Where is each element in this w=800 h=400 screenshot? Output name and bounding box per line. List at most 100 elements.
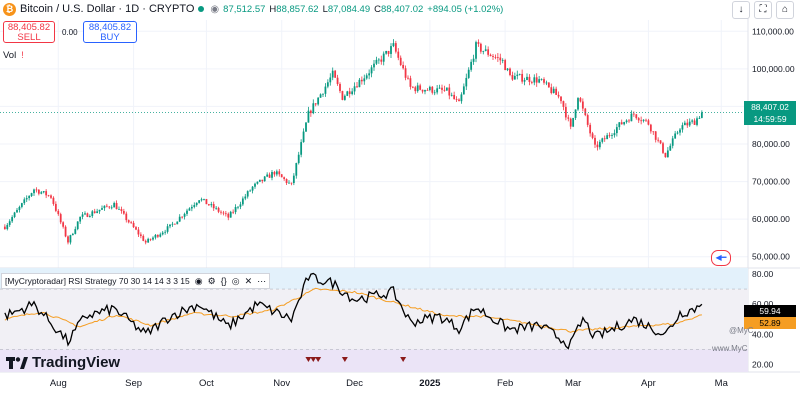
candle-body <box>278 171 281 175</box>
candle-body <box>256 181 259 184</box>
candle-body <box>632 113 635 115</box>
bitcoin-icon: ₿ <box>3 2 16 16</box>
candle-body <box>368 73 371 76</box>
candle-body <box>666 150 669 158</box>
candle-body <box>210 204 213 206</box>
more-icon[interactable]: ⋯ <box>257 275 267 286</box>
candle-body <box>57 210 60 215</box>
high-value: 88,857.62 <box>276 3 319 15</box>
candle-body <box>513 75 516 80</box>
y-tick-label: 60,000.00 <box>752 214 790 224</box>
candle-body <box>64 226 67 237</box>
candle-body <box>613 133 616 136</box>
candle-body <box>203 198 205 200</box>
candle-body <box>266 174 269 177</box>
change-value: +894.05 (+1.02%) <box>427 3 504 15</box>
candle-body <box>237 206 239 208</box>
alert-icon[interactable]: ◀━ <box>711 250 731 266</box>
tradingview-icon <box>6 356 28 369</box>
candle-body <box>433 92 436 94</box>
candle-body <box>309 110 312 114</box>
candle-body <box>504 60 507 71</box>
warning-icon[interactable]: ! <box>21 50 24 60</box>
candle-body <box>545 82 548 84</box>
candle-body <box>547 82 550 88</box>
x-tick-label: Ma <box>715 378 729 389</box>
candle-body <box>523 80 526 82</box>
symbol-title[interactable]: Bitcoin / U.S. Dollar · 1D · CRYPTO <box>20 3 195 15</box>
x-tick-label: Aug <box>50 378 67 389</box>
candle-body <box>105 205 108 207</box>
candle-body <box>501 60 504 61</box>
candle-body <box>101 208 103 210</box>
candle-body <box>329 77 332 83</box>
candle-body <box>404 68 407 78</box>
candle-body <box>618 122 621 128</box>
code-icon[interactable]: {} <box>220 276 227 286</box>
sell-button[interactable]: 88,405.82 SELL <box>3 21 55 43</box>
buy-price: 88,405.82 <box>88 22 132 33</box>
x-tick-label: Nov <box>273 378 290 389</box>
candle-body <box>484 49 487 51</box>
candle-body <box>635 114 638 119</box>
candle-body <box>674 133 677 139</box>
candle-body <box>662 143 664 153</box>
candle-body <box>84 213 86 215</box>
candle-body <box>25 198 28 200</box>
candle-body <box>562 101 565 107</box>
candle-body <box>343 95 346 100</box>
candle-body <box>657 139 660 141</box>
candle-body <box>628 120 630 122</box>
candle-body <box>375 59 378 64</box>
candle-body <box>516 74 519 76</box>
x-tick-label: 2025 <box>419 378 441 389</box>
candle-body <box>698 117 701 119</box>
candle-body <box>681 125 684 130</box>
candle-body <box>144 240 147 243</box>
candle-body <box>693 120 696 125</box>
candle-body <box>164 231 167 233</box>
rsi-legend[interactable]: [MyCryptoradar] RSI Strategy 70 30 14 14… <box>1 273 271 289</box>
candle-body <box>601 138 604 142</box>
x-tick-label: Sep <box>125 378 142 389</box>
candle-body <box>290 182 293 184</box>
oversold-band <box>0 349 748 372</box>
candle-body <box>421 89 424 92</box>
candle-body <box>285 179 288 184</box>
signal-line <box>4 287 702 333</box>
buy-button[interactable]: 88,405.82 BUY <box>83 21 137 43</box>
candle-body <box>397 51 400 58</box>
candle-body <box>200 199 203 201</box>
candle-body <box>239 204 242 207</box>
tradingview-logo[interactable]: TradingView <box>6 354 120 371</box>
candle-body <box>640 120 643 122</box>
copy-icon[interactable]: ◎ <box>231 275 240 286</box>
candle-body <box>79 216 82 222</box>
candle-body <box>86 213 89 217</box>
settings-icon[interactable]: ⚙ <box>207 275 216 286</box>
candle-body <box>166 226 169 232</box>
candle-body <box>603 138 606 140</box>
candle-body <box>669 145 672 151</box>
candle-body <box>360 79 363 82</box>
volume-legend[interactable]: Vol! <box>3 50 24 61</box>
candle-body <box>387 50 390 54</box>
candle-body <box>606 135 609 140</box>
candle-body <box>453 94 456 100</box>
candle-body <box>227 213 230 218</box>
candle-body <box>156 234 159 237</box>
candle-body <box>557 94 560 97</box>
delete-icon[interactable]: ✕ <box>244 275 253 286</box>
candle-body <box>346 91 349 96</box>
fullscreen-icon[interactable]: ⛶ <box>754 1 772 19</box>
ohlc-values: 87,512.57 H88,857.62 L87,084.49 C88,407.02 +… <box>223 3 504 15</box>
screenshot-icon[interactable]: ⌂ <box>776 1 794 19</box>
candle-body <box>518 73 521 75</box>
candle-body <box>110 207 113 209</box>
candle-body <box>358 79 361 88</box>
eye-icon[interactable]: ◉ <box>210 3 220 15</box>
download-icon[interactable]: ↓ <box>732 1 750 19</box>
visibility-icon[interactable]: ◉ <box>194 275 203 286</box>
rsi-value-badge: 59.94 <box>744 305 796 317</box>
